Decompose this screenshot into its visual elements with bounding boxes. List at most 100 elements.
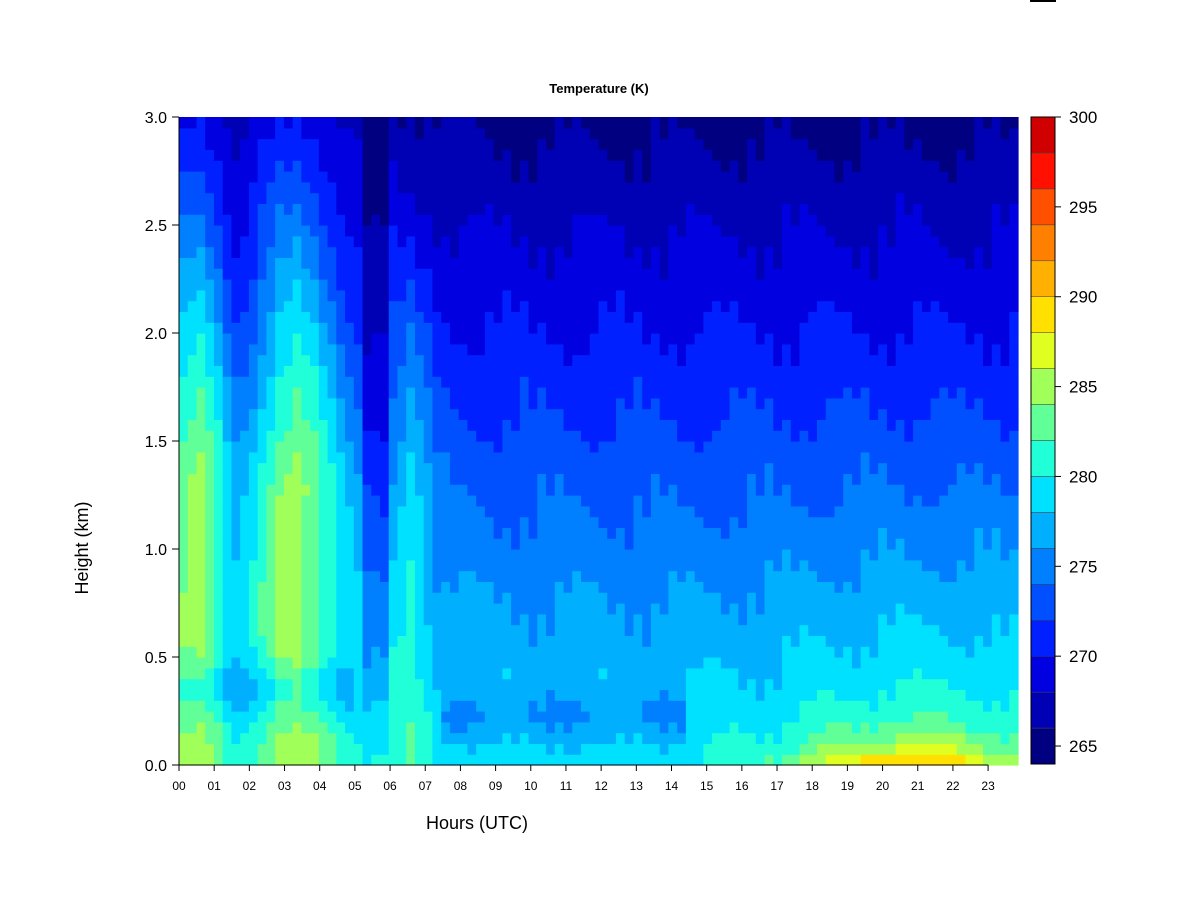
heatmap-cell [607, 603, 617, 615]
heatmap-cell [345, 257, 355, 269]
heatmap-cell [266, 754, 276, 766]
heatmap-cell [659, 192, 670, 204]
heatmap-cell [755, 635, 766, 647]
heatmap-cell [869, 581, 879, 593]
heatmap-cell [441, 311, 451, 323]
heatmap-cell [703, 376, 713, 388]
heatmap-cell [414, 333, 425, 345]
heatmap-cell [755, 138, 766, 150]
heatmap-cell [633, 300, 643, 312]
heatmap-cell [782, 127, 792, 140]
heatmap-cell [851, 495, 862, 507]
heatmap-cell [423, 149, 434, 161]
heatmap-cell [528, 570, 538, 582]
heatmap-cell [301, 160, 311, 172]
heatmap-cell [782, 117, 792, 129]
heatmap-cell [878, 300, 888, 312]
heatmap-cell [292, 689, 302, 701]
heatmap-cell [808, 397, 818, 410]
heatmap-cell [598, 171, 608, 183]
heatmap-cell [886, 451, 897, 464]
heatmap-cell [336, 667, 346, 680]
heatmap-cell [318, 678, 329, 690]
heatmap-cell [484, 117, 495, 129]
heatmap-cell [615, 279, 626, 291]
heatmap-cell [362, 441, 372, 453]
heatmap-cell [694, 127, 704, 140]
heatmap-cell [310, 300, 320, 312]
heatmap-cell [257, 235, 267, 248]
heatmap-cell [196, 743, 206, 755]
heatmap-cell [773, 441, 783, 453]
heatmap-cell [441, 397, 451, 410]
heatmap-cell [615, 365, 626, 377]
heatmap-cell [790, 570, 801, 582]
heatmap-cell [301, 527, 311, 539]
heatmap-cell [458, 711, 469, 723]
heatmap-cell [283, 387, 294, 399]
heatmap-cell [275, 743, 285, 755]
heatmap-cell [222, 322, 233, 334]
heatmap-cell [694, 549, 704, 561]
heatmap-cell [301, 484, 311, 496]
heatmap-cell [904, 570, 914, 582]
heatmap-cell [502, 700, 512, 712]
heatmap-cell [747, 613, 757, 626]
heatmap-cell [231, 549, 241, 561]
heatmap-cell [205, 289, 215, 302]
heatmap-cell [546, 127, 556, 140]
heatmap-cell [458, 754, 469, 766]
heatmap-cell [729, 365, 739, 377]
heatmap-cell [668, 527, 678, 539]
heatmap-cell [519, 646, 530, 658]
heatmap-cell [694, 322, 704, 334]
heatmap-cell [589, 419, 600, 431]
heatmap-cell [650, 667, 661, 680]
heatmap-cell [650, 462, 661, 474]
heatmap-cell [327, 408, 337, 420]
heatmap-cell [694, 138, 704, 150]
heatmap-cell [406, 311, 416, 323]
heatmap-cell [275, 246, 285, 258]
heatmap-cell [449, 149, 460, 161]
heatmap-cell [397, 700, 407, 712]
heatmap-cell [712, 667, 722, 680]
heatmap-cell [720, 149, 731, 161]
heatmap-cell [755, 214, 766, 226]
heatmap-cell [388, 592, 399, 604]
heatmap-cell [712, 635, 722, 647]
heatmap-cell [318, 419, 329, 431]
heatmap-cell [336, 603, 346, 615]
heatmap-cell [685, 311, 696, 323]
heatmap-cell [213, 441, 224, 453]
heatmap-cell [222, 624, 233, 636]
heatmap-cell [747, 235, 757, 248]
heatmap-cell [511, 397, 521, 410]
heatmap-cell [248, 160, 259, 172]
heatmap-cell [659, 549, 670, 561]
heatmap-cell [318, 549, 329, 561]
heatmap-cell [380, 538, 390, 550]
heatmap-cell [502, 343, 512, 356]
heatmap-cell [423, 343, 434, 356]
heatmap-cell [878, 279, 888, 291]
heatmap-cell [318, 743, 329, 755]
heatmap-cell [764, 246, 774, 258]
heatmap-cell [825, 225, 836, 237]
heatmap-cell [589, 462, 600, 474]
heatmap-cell [677, 408, 687, 420]
heatmap-cell [720, 354, 731, 366]
heatmap-cell [283, 279, 294, 291]
heatmap-cell [292, 549, 302, 561]
heatmap-cell [712, 516, 722, 528]
heatmap-cell [528, 549, 538, 561]
heatmap-cell [283, 592, 294, 604]
heatmap-cell [668, 214, 678, 226]
heatmap-cell [773, 203, 783, 215]
heatmap-cell [738, 300, 748, 312]
heatmap-cell [615, 430, 626, 442]
heatmap-cell [449, 473, 460, 485]
heatmap-cell [484, 495, 495, 507]
heatmap-cell [406, 559, 416, 572]
heatmap-cell [283, 397, 294, 410]
